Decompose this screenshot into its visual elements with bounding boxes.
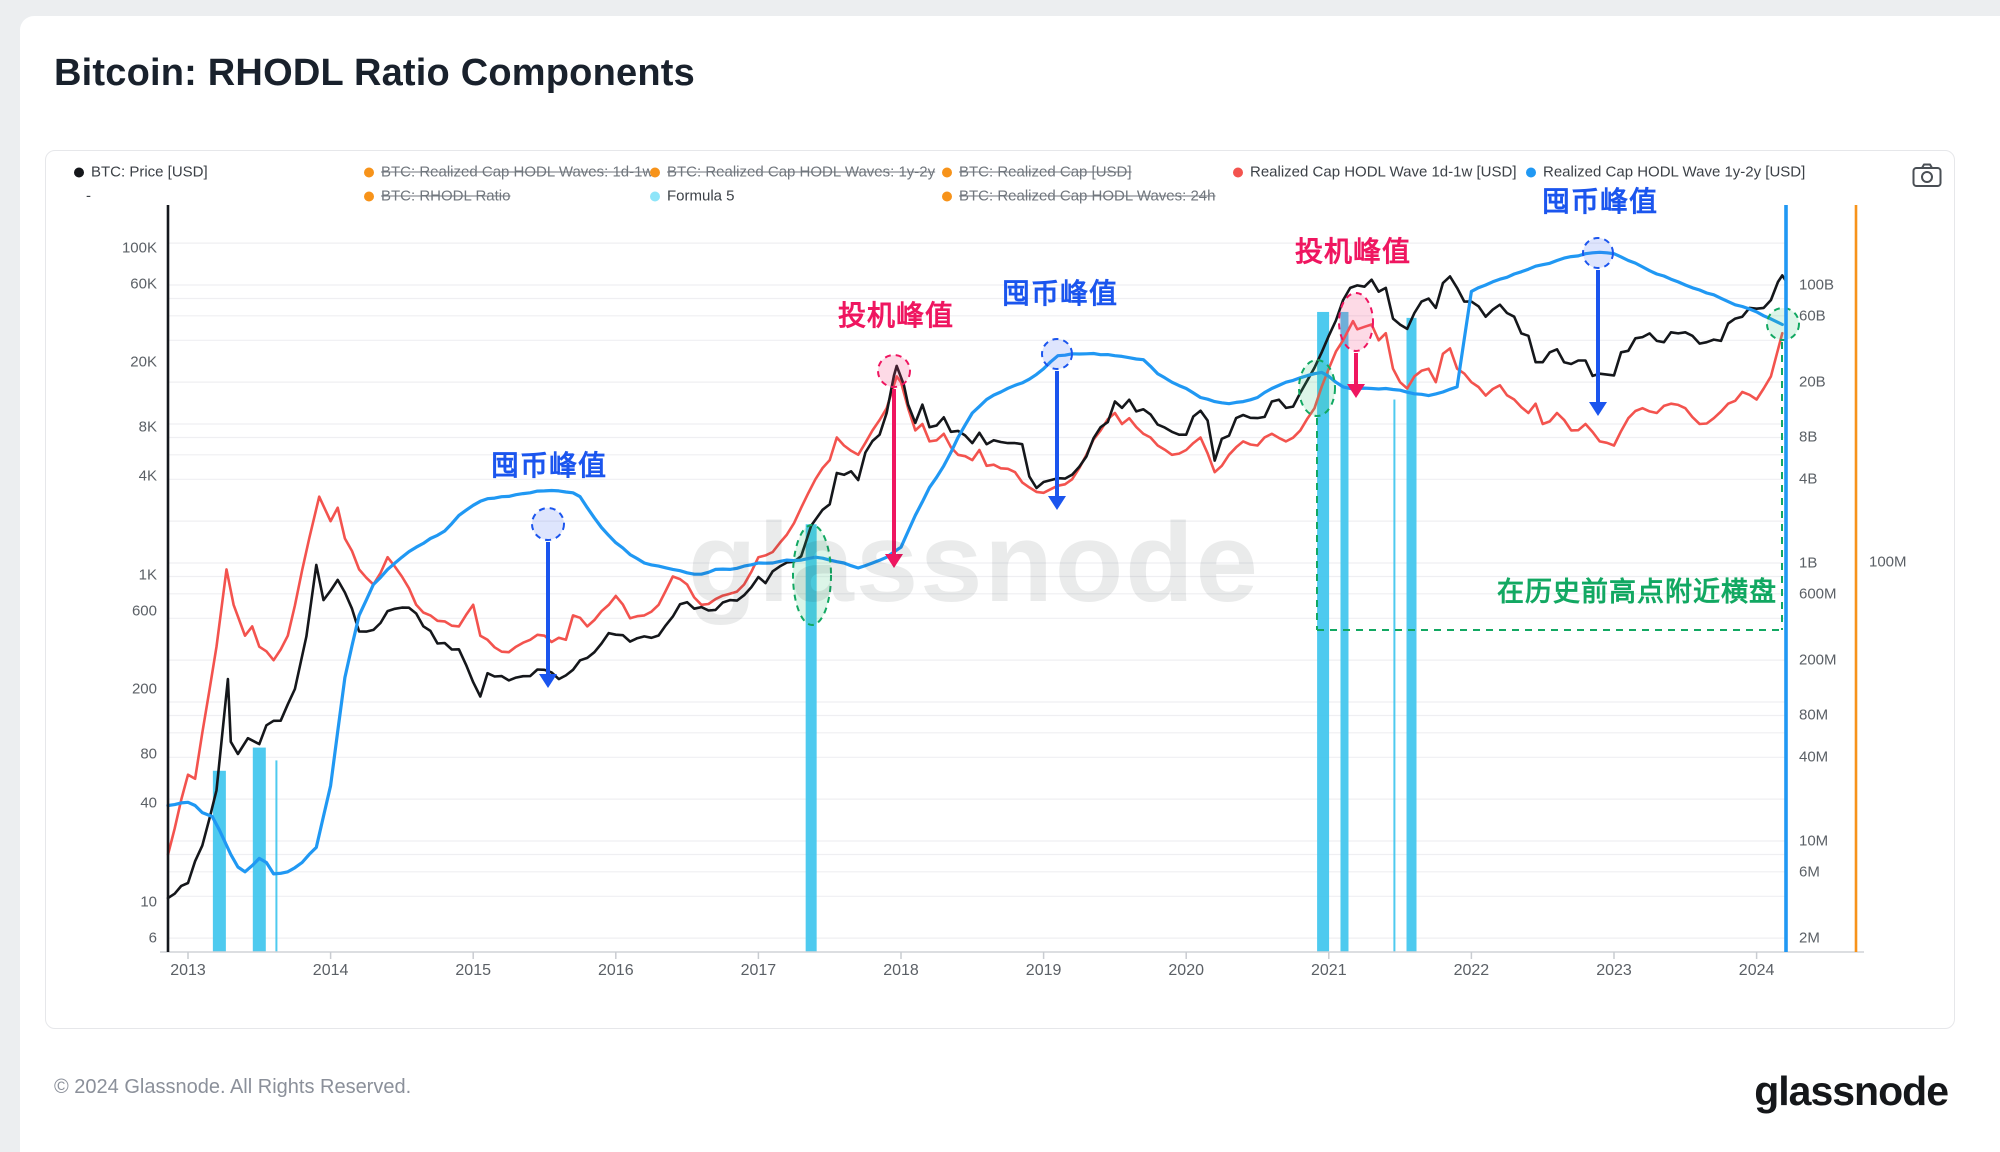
legend-item[interactable]: Formula 5: [650, 188, 735, 205]
legend-label: Realized Cap HODL Wave 1y-2y [USD]: [1543, 163, 1806, 181]
legend-label: BTC: Realized Cap [USD]: [959, 163, 1132, 181]
x-axis-year-label: 2013: [170, 962, 206, 979]
legend-label: BTC: Realized Cap HODL Waves: 1y-2y: [667, 163, 936, 181]
right-axis-tick: 2M: [1799, 929, 1820, 947]
x-axis-year-label: 2021: [1311, 962, 1347, 979]
legend-label: BTC: Realized Cap HODL Waves: 1d-1w: [381, 163, 654, 181]
x-axis-year-label: 2017: [740, 962, 777, 979]
legend-item[interactable]: Realized Cap HODL Wave 1d-1w [USD]: [1233, 164, 1516, 181]
left-axis-tick: 600: [131, 602, 157, 620]
right-axis-tick: 10M: [1799, 832, 1829, 850]
left-axis-tick: 1K: [138, 566, 157, 584]
x-axis-year-label: 2024: [1738, 962, 1775, 979]
orange-axis-tick: 100M: [1869, 553, 1907, 571]
legend-item[interactable]: Realized Cap HODL Wave 1y-2y [USD]: [1526, 164, 1805, 181]
x-axis-year-label: 2019: [1025, 962, 1062, 979]
left-axis-tick: 80: [140, 745, 157, 763]
x-axis-year-label: 2023: [1596, 962, 1632, 979]
x-axis-year-label: 2018: [883, 962, 919, 979]
left-axis-tick: 4K: [138, 467, 157, 485]
right-axis-tick: 40M: [1799, 748, 1829, 766]
legend-dot-icon: [74, 167, 84, 178]
x-axis-year-label: 2020: [1168, 962, 1204, 979]
copyright-text: © 2024 Glassnode. All Rights Reserved.: [54, 1076, 412, 1098]
legend-label: BTC: Price [USD]: [91, 163, 208, 181]
left-axis-tick: 60K: [130, 275, 157, 293]
x-axis-year-label: 2014: [312, 962, 349, 979]
right-axis-tick: 100B: [1799, 276, 1835, 294]
annotation-label: 囤币峰值: [490, 450, 608, 481]
annotation-label: 囤币峰值: [1001, 278, 1119, 309]
x-axis-year-label: 2016: [598, 962, 634, 979]
legend-dot-icon: [1233, 167, 1243, 178]
legend-dot-icon: [364, 167, 374, 178]
legend-item[interactable]: BTC: Realized Cap HODL Waves: 1d-1w: [364, 164, 653, 181]
right-axis-tick: 6M: [1799, 863, 1820, 881]
legend-item[interactable]: BTC: Realized Cap HODL Waves: 1y-2y: [650, 164, 935, 181]
right-axis-tick: 4B: [1799, 470, 1818, 488]
right-axis-tick: 200M: [1799, 651, 1837, 669]
right-axis-tick: 1B: [1799, 554, 1818, 572]
annotation-label: 囤币峰值: [1541, 186, 1659, 217]
right-axis-tick: 8B: [1799, 428, 1818, 446]
legend-label: -: [86, 187, 91, 205]
x-axis-year-label: 2015: [455, 962, 491, 979]
x-axis-year-label: 2022: [1453, 962, 1490, 979]
legend-label: Realized Cap HODL Wave 1d-1w [USD]: [1250, 163, 1517, 181]
left-axis-tick: 20K: [130, 353, 157, 371]
glassnode-watermark: glassnode: [688, 500, 1260, 625]
legend-item[interactable]: BTC: Realized Cap HODL Waves: 24h: [942, 188, 1216, 205]
green-annotation-label: 在历史前高点附近横盘: [1497, 577, 1777, 607]
left-axis-tick: 40: [140, 794, 157, 812]
legend-dot-icon: [942, 191, 952, 202]
legend-dot-icon: [1526, 167, 1536, 178]
right-axis-tick: 80M: [1799, 706, 1829, 724]
legend-label: Formula 5: [667, 187, 735, 205]
left-axis-tick: 100K: [121, 239, 157, 257]
legend-label: BTC: Realized Cap HODL Waves: 24h: [959, 187, 1216, 205]
page-title: Bitcoin: RHODL Ratio Components: [54, 52, 695, 94]
legend-item[interactable]: BTC: Realized Cap [USD]: [942, 164, 1132, 181]
legend-dot-icon: [650, 191, 660, 202]
left-axis-tick: 10: [140, 893, 157, 911]
left-axis-tick: 6: [148, 929, 157, 947]
camera-icon[interactable]: [1912, 162, 1942, 188]
legend-label: BTC: RHODL Ratio: [381, 187, 511, 205]
legend-dot-icon: [650, 167, 660, 178]
glassnode-logo: glassnode: [1754, 1068, 1949, 1114]
left-axis-tick: 200: [131, 680, 157, 698]
legend-dot-icon: [942, 167, 952, 178]
annotation-label: 投机峰值: [837, 300, 955, 331]
right-axis-tick: 20B: [1799, 373, 1826, 391]
annotation-label: 投机峰值: [1294, 236, 1412, 267]
right-axis-tick: 60B: [1799, 307, 1826, 325]
legend-dot-icon: [364, 191, 374, 202]
left-axis-tick: 8K: [138, 418, 157, 436]
legend-item[interactable]: -: [86, 188, 91, 205]
legend-item[interactable]: BTC: RHODL Ratio: [364, 188, 510, 205]
right-axis-tick: 600M: [1799, 585, 1837, 603]
legend-item[interactable]: BTC: Price [USD]: [74, 164, 208, 181]
